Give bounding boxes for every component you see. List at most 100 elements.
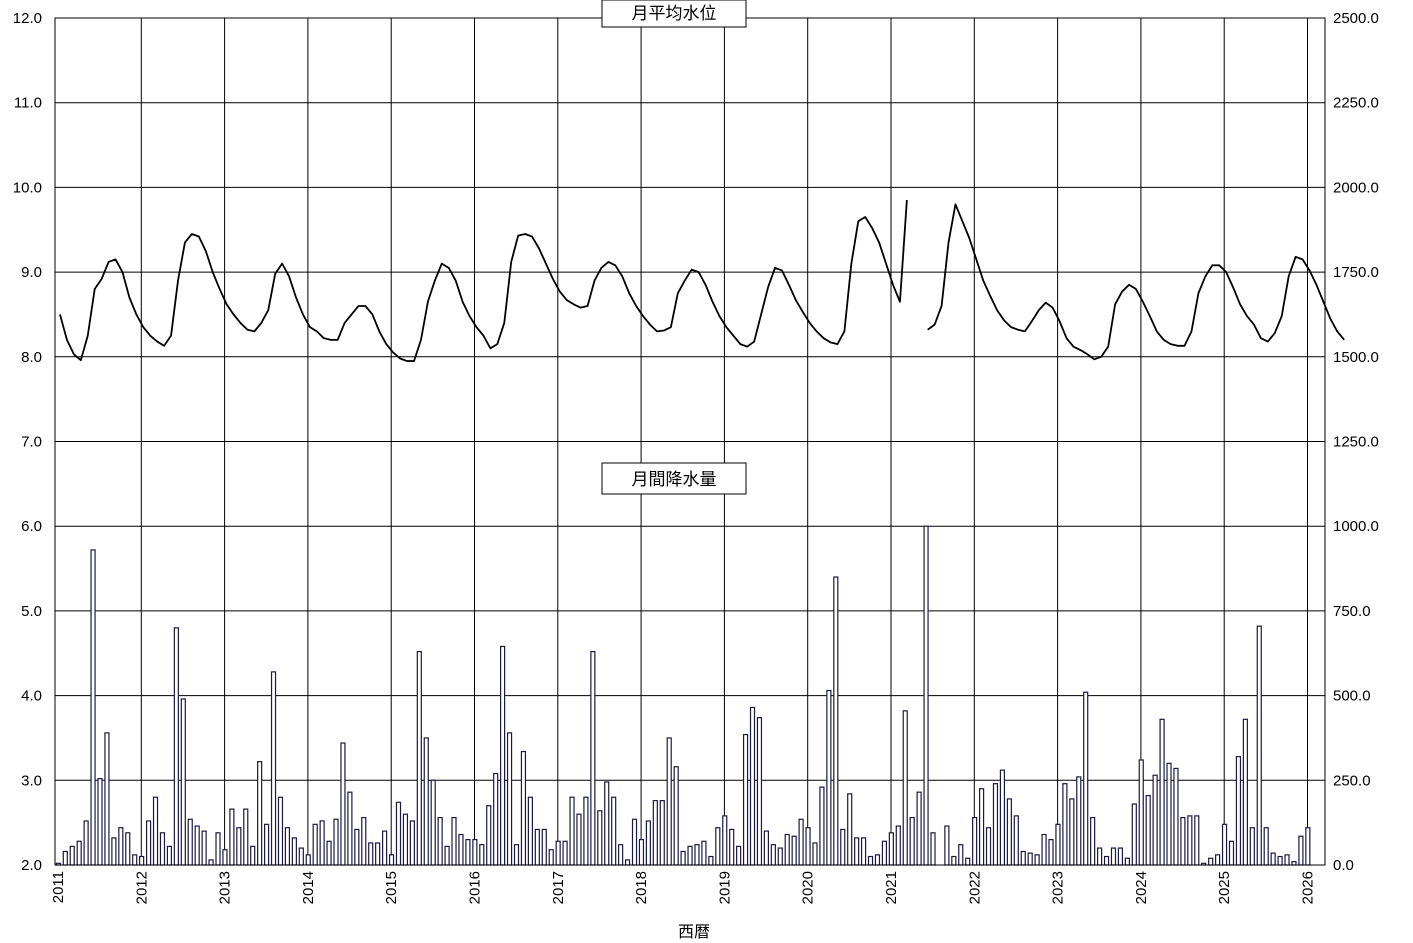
precip-bar (1013, 815, 1019, 866)
precip-bar (583, 796, 589, 866)
precip-bar (298, 847, 304, 866)
precip-bar (701, 840, 707, 866)
precip-bar (860, 837, 867, 866)
precip-bar (555, 840, 561, 866)
precip-bar (451, 816, 457, 866)
precip-bar (319, 820, 325, 866)
right-tick-label: 2500.0 (1333, 10, 1379, 27)
precip-bar (347, 791, 353, 866)
precip-bar (715, 827, 721, 866)
precip-bar (222, 849, 228, 866)
precip-bar (541, 828, 547, 866)
precip-bar (1124, 857, 1130, 866)
precip-bar (97, 778, 103, 866)
precip-bar (333, 818, 339, 866)
x-tick-label: 2022 (966, 871, 983, 904)
precip-bar (1069, 798, 1075, 866)
precip-bar (972, 816, 978, 866)
precip-bar (388, 854, 395, 866)
precip-bar (1159, 718, 1165, 866)
precip-bar (180, 698, 186, 866)
precip-bar (812, 842, 818, 866)
precip-bar (1180, 816, 1186, 866)
precip-bar (548, 849, 554, 866)
precip-bar (687, 845, 693, 866)
precip-bar (250, 845, 256, 866)
precip-bar (1187, 815, 1193, 866)
precip-bar (1277, 855, 1283, 866)
precip-bar (1263, 827, 1269, 866)
x-tick-label: 2026 (1300, 871, 1317, 904)
right-tick-label: 1000.0 (1333, 518, 1379, 535)
precip-bar (722, 815, 728, 866)
left-tick-label: 11.0 (14, 95, 42, 112)
precip-bar (895, 825, 901, 866)
precip-bar (284, 827, 291, 866)
precip-bar (978, 788, 985, 866)
precip-bar (430, 779, 436, 866)
precip-bar (902, 710, 908, 866)
right-tick-label: 500.0 (1333, 688, 1371, 705)
precip-bar (1138, 759, 1144, 866)
precip-bar (76, 840, 82, 866)
x-tick-label: 2017 (550, 871, 567, 904)
precip-bar (930, 832, 936, 866)
precip-bar (867, 855, 874, 866)
precip-bar (708, 855, 714, 866)
precip-bar (375, 842, 381, 866)
precip-bar (680, 850, 686, 866)
precip-bar (1166, 762, 1172, 866)
precip-bar (770, 844, 776, 866)
precip-bar (534, 828, 540, 866)
precip-bar (479, 844, 485, 866)
precip-bar (305, 854, 311, 866)
precip-bar (1152, 774, 1158, 866)
precip-bar (791, 835, 797, 866)
precip-bar (111, 837, 117, 866)
precip-bar (1270, 852, 1276, 866)
precip-bar (145, 820, 152, 866)
left-tick-label: 8.0 (21, 349, 42, 366)
precip-bar (1062, 783, 1068, 866)
precip-bar (645, 820, 651, 866)
precip-bar (562, 840, 568, 866)
left-tick-label: 5.0 (21, 603, 42, 620)
precip-bar (1110, 847, 1117, 866)
precip-bar (1228, 840, 1235, 866)
precip-bar (1090, 816, 1096, 866)
legend-precipitation-label: 月間降水量 (632, 470, 717, 490)
x-tick-label: 2025 (1216, 871, 1233, 904)
precip-bar (368, 842, 374, 866)
precip-bar (257, 761, 263, 866)
precip-bar (1006, 798, 1012, 866)
precip-bar (486, 805, 492, 866)
precip-bar (638, 838, 645, 866)
precip-bar (243, 808, 249, 866)
precip-bar (444, 845, 450, 866)
precip-bar (152, 796, 159, 866)
precip-bar (1117, 847, 1124, 866)
precip-bar (742, 733, 749, 866)
legend-water-level-label: 月平均水位 (632, 4, 717, 24)
precip-bar (604, 781, 610, 866)
precip-bar (569, 796, 575, 866)
precip-bar (1027, 852, 1033, 866)
x-tick-label: 2016 (467, 871, 484, 904)
precip-bar (472, 838, 478, 866)
precip-bar (201, 830, 207, 866)
precip-bar (1194, 815, 1200, 866)
left-tick-label: 2.0 (21, 857, 42, 874)
precip-bar (437, 816, 443, 866)
left-tick-label: 7.0 (21, 434, 42, 451)
left-tick-label: 10.0 (13, 179, 42, 196)
precip-bar (944, 825, 950, 866)
precip-bar (291, 837, 297, 866)
precip-bar (763, 830, 770, 866)
precip-bar (354, 828, 360, 866)
left-tick-label: 4.0 (21, 688, 42, 705)
precip-bar (132, 854, 138, 866)
precip-bar (881, 840, 888, 866)
precip-bar (951, 855, 957, 866)
precip-bar (909, 816, 915, 866)
